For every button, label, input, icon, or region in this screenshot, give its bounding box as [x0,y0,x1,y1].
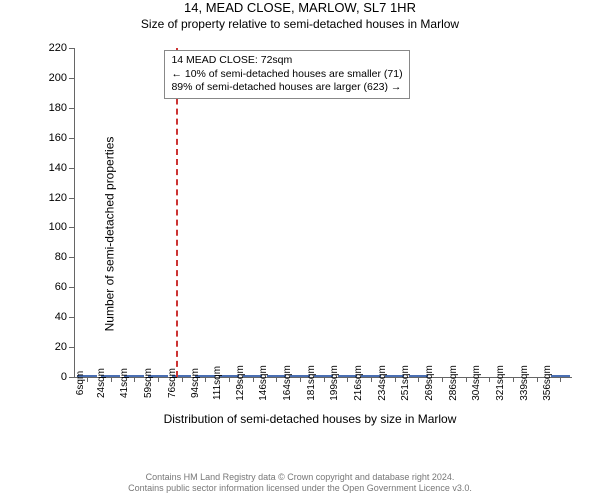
y-tick-label: 140 [49,162,67,174]
x-tick-label: 24sqm [95,368,106,398]
x-tick-label: 41sqm [119,368,130,398]
y-tick [69,257,75,258]
annotation-line3: 89% of semi-detached houses are larger (… [171,81,402,95]
x-tick [111,377,112,382]
x-tick-label: 269sqm [424,365,435,401]
x-tick [395,377,396,382]
x-tick [418,377,419,382]
x-tick [134,377,135,382]
y-tick-label: 220 [49,42,67,54]
x-tick-label: 304sqm [471,365,482,401]
x-tick-label: 216sqm [353,365,364,401]
x-tick [560,377,561,382]
x-tick-label: 59sqm [143,368,154,398]
x-tick [537,377,538,382]
y-tick [69,198,75,199]
x-tick [347,377,348,382]
x-tick [182,377,183,382]
y-tick [69,287,75,288]
y-tick-label: 200 [49,72,67,84]
x-tick-label: 6sqm [75,371,86,395]
x-tick-label: 234sqm [377,365,388,401]
x-tick-label: 321sqm [495,365,506,401]
y-tick [69,48,75,49]
y-tick-label: 180 [49,102,67,114]
x-tick [87,377,88,382]
y-tick [69,138,75,139]
x-tick-label: 356sqm [542,365,553,401]
y-tick [69,317,75,318]
x-tick [205,377,206,382]
y-tick-label: 40 [55,311,67,323]
x-tick-label: 251sqm [400,365,411,401]
x-tick-label: 181sqm [306,365,317,401]
histogram-chart: Number of semi-detached properties 6sqm2… [40,44,580,424]
x-tick-label: 146sqm [258,365,269,401]
x-tick [253,377,254,382]
bar-slot: 356sqm [548,375,572,377]
footer-line2: Contains public sector information licen… [0,483,600,494]
y-tick-label: 20 [55,341,67,353]
x-tick [300,377,301,382]
x-tick-label: 111sqm [212,366,223,400]
y-tick [69,227,75,228]
annotation-line2: ← 10% of semi-detached houses are smalle… [171,68,402,82]
footer-line1: Contains HM Land Registry data © Crown c… [0,472,600,483]
x-tick [489,377,490,382]
x-tick-label: 199sqm [329,365,340,401]
y-tick-label: 160 [49,132,67,144]
y-tick-label: 60 [55,281,67,293]
x-tick [229,377,230,382]
y-tick-label: 0 [61,371,67,383]
x-tick [158,377,159,382]
x-tick [371,377,372,382]
x-tick-label: 339sqm [519,365,530,401]
y-tick [69,347,75,348]
x-tick [324,377,325,382]
y-tick-label: 100 [49,221,67,233]
x-tick [276,377,277,382]
x-tick [466,377,467,382]
y-tick [69,168,75,169]
plot-area: 6sqm24sqm41sqm59sqm76sqm94sqm111sqm129sq… [74,48,572,378]
page-title: 14, MEAD CLOSE, MARLOW, SL7 1HR [0,0,600,15]
y-tick [69,377,75,378]
x-axis-label: Distribution of semi-detached houses by … [40,412,580,426]
x-tick-label: 129sqm [235,365,246,401]
x-tick-label: 94sqm [190,368,201,398]
y-tick-label: 120 [49,192,67,204]
footer-text: Contains HM Land Registry data © Crown c… [0,472,600,494]
x-tick-label: 286sqm [448,365,459,401]
x-tick [513,377,514,382]
page-subtitle: Size of property relative to semi-detach… [0,17,600,31]
annotation-line1: 14 MEAD CLOSE: 72sqm [171,54,402,68]
y-tick-label: 80 [55,251,67,263]
annotation-box: 14 MEAD CLOSE: 72sqm ← 10% of semi-detac… [164,50,409,99]
y-tick [69,108,75,109]
y-tick [69,78,75,79]
x-tick [442,377,443,382]
x-tick-label: 164sqm [282,365,293,401]
